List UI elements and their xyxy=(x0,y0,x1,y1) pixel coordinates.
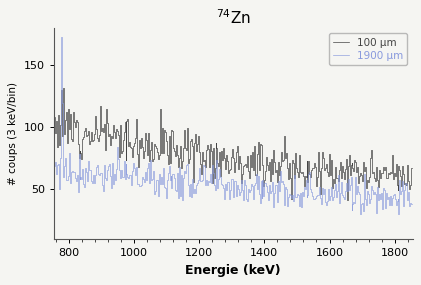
1900 µm xyxy=(358,213,363,216)
1900 µm xyxy=(88,168,93,171)
100 µm xyxy=(61,86,66,90)
1900 µm xyxy=(114,167,119,171)
Legend: 100 µm, 1900 µm: 100 µm, 1900 µm xyxy=(329,33,408,65)
1900 µm xyxy=(298,192,303,195)
1900 µm xyxy=(59,35,64,38)
100 µm xyxy=(246,169,251,172)
Line: 100 µm: 100 µm xyxy=(55,88,412,200)
Line: 1900 µm: 1900 µm xyxy=(55,37,412,214)
100 µm xyxy=(298,170,303,174)
1900 µm xyxy=(317,185,322,188)
100 µm xyxy=(114,127,119,131)
100 µm xyxy=(52,116,57,119)
1900 µm xyxy=(126,176,131,179)
100 µm xyxy=(344,198,349,201)
100 µm xyxy=(317,169,322,172)
Y-axis label: # coups (3 keV/bin): # coups (3 keV/bin) xyxy=(8,82,19,185)
100 µm xyxy=(88,139,93,143)
Title: $^{74}$Zn: $^{74}$Zn xyxy=(216,8,251,27)
1900 µm xyxy=(246,188,251,191)
1900 µm xyxy=(52,164,57,168)
100 µm xyxy=(126,144,131,147)
100 µm xyxy=(409,166,414,170)
1900 µm xyxy=(409,202,414,205)
X-axis label: Energie (keV): Energie (keV) xyxy=(186,264,281,277)
